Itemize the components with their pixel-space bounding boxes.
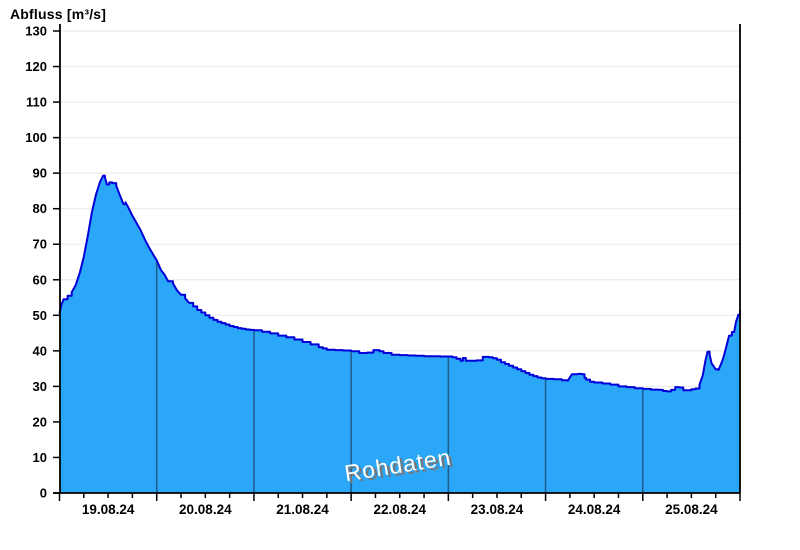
x-day-label: 23.08.24 — [471, 502, 524, 517]
y-tick-label: 20 — [33, 414, 47, 429]
y-tick-label: 70 — [33, 237, 47, 252]
y-tick-label: 120 — [25, 59, 47, 74]
x-day-label: 22.08.24 — [373, 502, 426, 517]
x-day-label: 20.08.24 — [179, 502, 232, 517]
x-day-label: 21.08.24 — [276, 502, 329, 517]
y-tick-label: 80 — [33, 201, 47, 216]
y-tick-label: 60 — [33, 272, 47, 287]
y-tick-label: 10 — [33, 450, 47, 465]
y-tick-label: 130 — [25, 24, 47, 39]
y-tick-label: 110 — [26, 95, 47, 110]
y-tick-label: 40 — [33, 343, 47, 358]
y-tick-label: 90 — [33, 166, 47, 181]
y-tick-label: 0 — [40, 486, 47, 501]
x-day-label: 24.08.24 — [568, 502, 621, 517]
discharge-curve — [58, 174, 741, 393]
discharge-area — [59, 175, 740, 493]
y-tick-label: 50 — [33, 308, 47, 323]
y-tick-label: 100 — [25, 130, 47, 145]
chart-title: Abfluss [m³/s] — [10, 6, 107, 22]
x-day-label: 25.08.24 — [665, 502, 718, 517]
y-tick-label: 30 — [33, 379, 47, 394]
x-day-label: 19.08.24 — [82, 502, 135, 517]
